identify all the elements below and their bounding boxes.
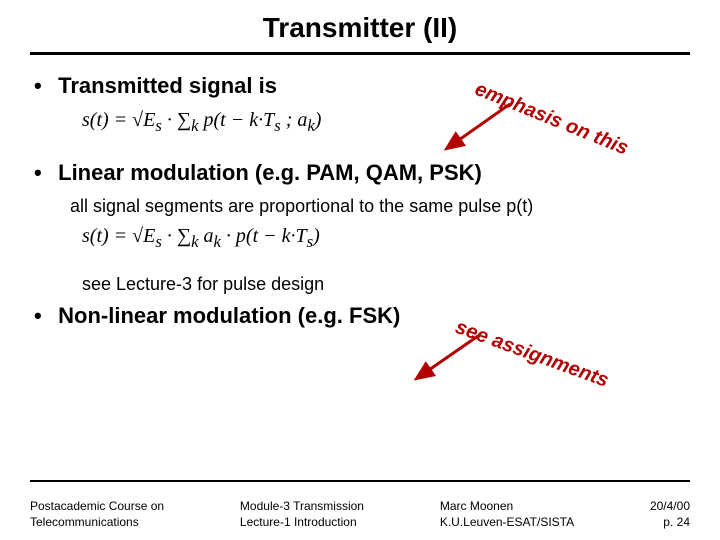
footer-rule [30, 480, 690, 482]
slide-title: Transmitter (II) [0, 0, 720, 52]
footer-module: Module-3 Transmission Lecture-1 Introduc… [240, 498, 364, 530]
footer-date-page: 20/4/00 p. 24 [650, 498, 690, 530]
equation-2-text: s(t) = √Es · ∑k ak · p(t − k·Ts) [82, 225, 320, 247]
bullet-2-text: Linear modulation (e.g. PAM, QAM, PSK) [58, 160, 482, 185]
bullet-2-note: see Lecture-3 for pulse design [82, 274, 686, 295]
bullet-3: • Non-linear modulation (e.g. FSK) [34, 303, 686, 329]
arrow-emphasis-icon [450, 96, 530, 156]
bullet-dot: • [34, 73, 52, 99]
bullet-1: • Transmitted signal is [34, 73, 686, 99]
title-rule [30, 52, 690, 55]
slide-body: • Transmitted signal is s(t) = √Es · ∑k … [0, 73, 720, 329]
footer-course: Postacademic Course on Telecommunication… [30, 498, 164, 530]
equation-1-text: s(t) = √Es · ∑k p(t − k·Ts ; ak) [82, 109, 321, 131]
bullet-dot: • [34, 303, 52, 329]
equation-2: s(t) = √Es · ∑k ak · p(t − k·Ts) [82, 225, 686, 252]
bullet-3-text: Non-linear modulation (e.g. FSK) [58, 303, 400, 328]
bullet-2: • Linear modulation (e.g. PAM, QAM, PSK) [34, 160, 686, 186]
footer: Postacademic Course on Telecommunication… [30, 498, 690, 530]
bullet-2-sub: all signal segments are proportional to … [70, 196, 686, 217]
footer-author: Marc Moonen K.U.Leuven-ESAT/SISTA [440, 498, 574, 530]
bullet-1-text: Transmitted signal is [58, 73, 277, 98]
arrow-assignments-icon [420, 330, 500, 390]
bullet-dot: • [34, 160, 52, 186]
